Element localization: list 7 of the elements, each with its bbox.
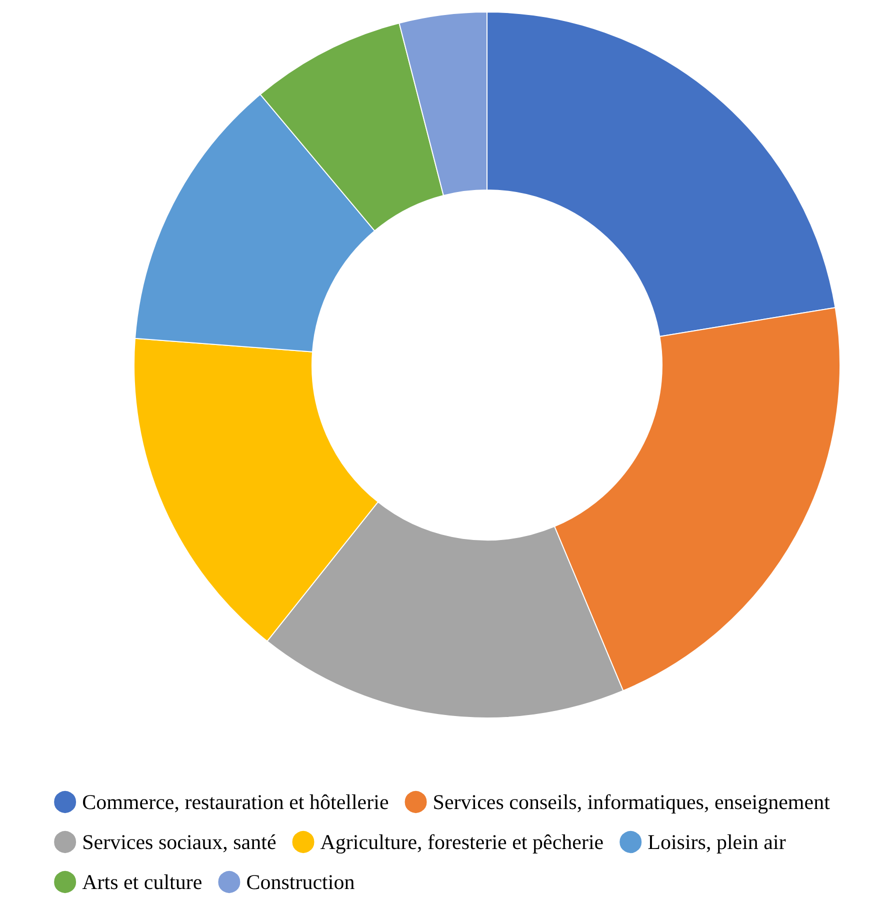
legend-label: Services sociaux, santé (82, 830, 276, 854)
legend-label: Commerce, restauration et hôtellerie (82, 790, 389, 814)
legend-label: Agriculture, foresterie et pêcherie (320, 830, 604, 854)
legend-label: Services conseils, informatiques, enseignement (432, 790, 830, 814)
legend-label: Loisirs, plein air (648, 830, 786, 854)
legend-label: Construction (246, 870, 356, 894)
legend-label: Arts et culture (82, 870, 202, 894)
